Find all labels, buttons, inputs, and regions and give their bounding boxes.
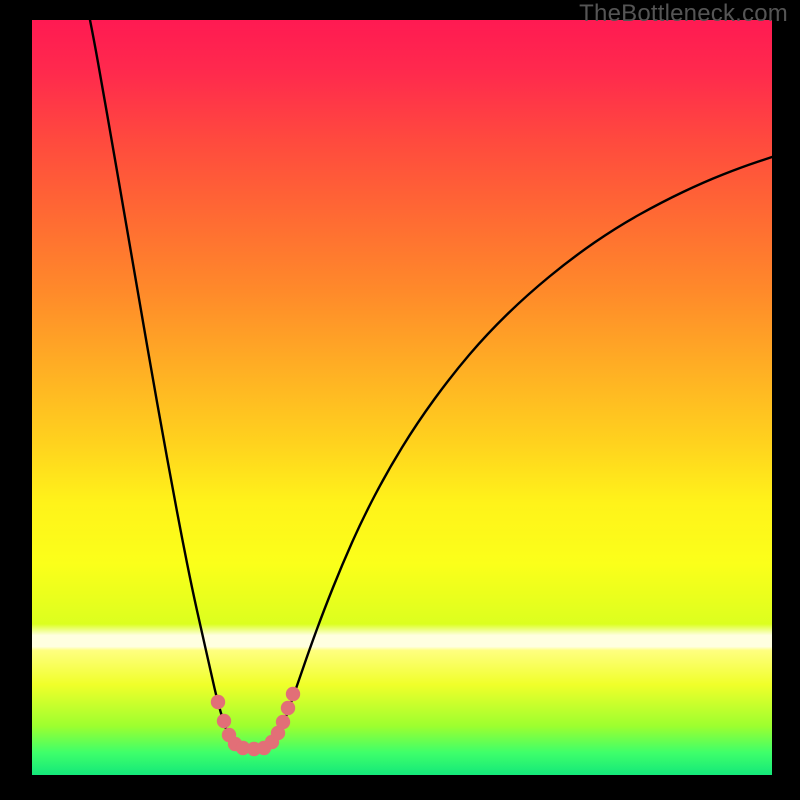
bottleneck-curve-chart — [32, 20, 772, 775]
bottleneck-dot — [281, 701, 295, 715]
bottleneck-dot — [217, 714, 231, 728]
bottleneck-dot — [211, 695, 225, 709]
bottleneck-dot — [286, 687, 300, 701]
bottleneck-dot — [276, 715, 290, 729]
gradient-background — [32, 20, 772, 775]
plot-area — [32, 20, 772, 775]
figure-root: TheBottleneck.com — [0, 0, 800, 800]
watermark-text: TheBottleneck.com — [579, 0, 788, 28]
